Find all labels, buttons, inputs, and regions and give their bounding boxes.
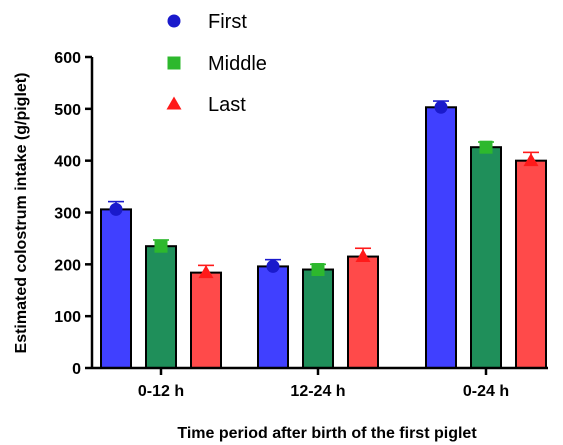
legend-item: Last [166,94,246,116]
x-axis: 0-12 h 12-24 h 0-24 h [92,366,548,400]
y-axis-title: Estimated colostrum intake (g/piglet) [13,73,30,354]
y-tick-label: 0 [72,361,81,378]
data-point [266,259,280,273]
legend-label: Middle [208,53,267,75]
data-point [109,202,123,216]
data-point [355,249,371,263]
y-tick-label: 400 [54,154,81,171]
y-tick-label: 300 [54,206,81,223]
x-tick-label: 0-12 h [138,383,184,400]
y-axis: 0 100 200 300 400 500 600 [54,50,94,378]
y-tick-label: 100 [54,309,81,326]
data-point [198,265,214,279]
legend-label: First [208,11,247,33]
data-point [434,100,448,114]
x-tick-label: 12-24 h [290,383,345,400]
legend-label: Last [208,94,246,116]
legend: First Middle Last [166,11,267,116]
legend-marker [166,96,182,110]
bar [515,159,547,369]
data-point [523,153,539,167]
y-tick-label: 200 [54,257,81,274]
legend-marker [167,14,181,28]
bars [100,100,547,370]
bar [470,146,502,369]
data-point [311,263,325,277]
legend-marker [167,56,181,70]
legend-item: Middle [167,53,267,75]
bar [100,208,132,369]
bar [190,271,222,370]
y-tick-label: 600 [54,50,81,67]
bar [145,245,177,369]
data-point [154,239,168,253]
bar [257,265,289,370]
y-tick-label: 500 [54,102,81,119]
x-tick-label: 0-24 h [463,383,509,400]
bar [425,106,457,370]
data-point [479,140,493,154]
legend-item: First [167,11,247,33]
bar [347,255,379,369]
x-axis-title: Time period after birth of the first pig… [177,425,477,442]
bar [302,268,334,369]
